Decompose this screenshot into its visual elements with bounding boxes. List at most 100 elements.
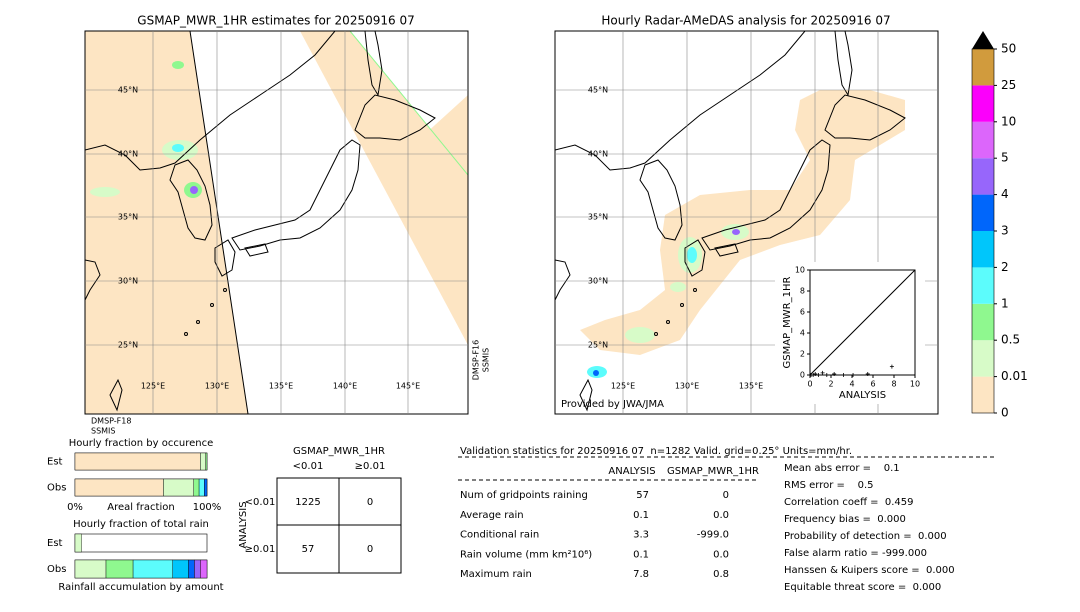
bar-segment: [105, 559, 134, 579]
row-label: ≥0.01: [245, 544, 276, 555]
colorbar-label: 50: [1001, 42, 1016, 56]
row-axis-label: ANALYSIS: [238, 501, 249, 548]
table-cell: 0: [367, 544, 373, 555]
stat-value: 0.0: [713, 510, 729, 521]
column-header: GSMAP_MWR_1HR: [667, 466, 759, 477]
score: False alarm ratio = -999.000: [784, 548, 927, 559]
lat-label: 30°N: [588, 277, 608, 286]
table-cell: 57: [302, 544, 315, 555]
bar-segment: [205, 452, 208, 471]
bar-segment: [132, 559, 173, 579]
stat-label: Conditional rain: [460, 530, 539, 541]
left-map: [85, 31, 468, 414]
col-label: ≥0.01: [355, 461, 386, 472]
colorbar-segment: [972, 231, 994, 268]
stat-label: Average rain: [460, 510, 524, 521]
lon-label: 130°E: [675, 382, 699, 391]
bar-segment: [74, 478, 164, 497]
score: RMS error = 0.5: [784, 480, 874, 491]
colorbar-segment: [972, 158, 994, 195]
table-cell: 0: [367, 497, 373, 508]
score: Mean abs error = 0.1: [784, 463, 900, 474]
scatter-point: [832, 371, 837, 376]
map-grid: [555, 31, 938, 414]
x-tick-label: 0: [807, 380, 812, 389]
chart-title: Hourly fraction by occurence: [69, 438, 213, 449]
x-tick-label: 100%: [193, 502, 222, 513]
satellite-label: SSMIS: [482, 348, 491, 373]
lat-label: 40°N: [118, 150, 138, 159]
colorbar-segment: [972, 121, 994, 159]
lon-label: 145°E: [396, 382, 420, 391]
lat-label: 25°N: [118, 341, 138, 350]
stat-label: Rain volume (mm km²10⁶): [460, 549, 592, 560]
scatter-point: [865, 371, 870, 376]
colorbar-label: 3: [1001, 224, 1009, 238]
validation-header: Validation statistics for 20250916 07 n=…: [460, 446, 852, 457]
scatter-point: [813, 371, 818, 376]
stat-value: 0: [723, 490, 729, 501]
stat-value: 3.3: [633, 530, 649, 541]
score: Probability of detection = 0.000: [784, 531, 947, 542]
y-tick-label: 4: [800, 329, 805, 338]
colorbar-segment: [972, 303, 994, 341]
table-title: GSMAP_MWR_1HR: [293, 446, 385, 457]
table-cell: 1225: [295, 497, 320, 508]
lat-label: 25°N: [588, 341, 608, 350]
colorbar-label: 5: [1001, 151, 1009, 165]
credit: Provided by JWA/JMA: [561, 399, 664, 410]
bar-segment: [74, 452, 201, 471]
bar-segment: [198, 478, 205, 497]
colorbar-label: 0.01: [1001, 369, 1028, 383]
x-tick-label: 0%: [67, 502, 83, 513]
scatter-point: [824, 373, 829, 377]
stat-label: Maximum rain: [460, 569, 532, 580]
diagonal: [809, 269, 916, 376]
row-label: Obs: [47, 564, 66, 575]
col-label: <0.01: [293, 461, 324, 472]
scatter-point: [811, 373, 816, 377]
colorbar-label: 10: [1001, 114, 1016, 128]
x-tick-label: 8: [891, 380, 896, 389]
row-label: Est: [47, 538, 63, 549]
y-tick-label: 6: [800, 308, 805, 317]
x-axis-label: Areal fraction: [107, 502, 174, 513]
chart-title: Hourly fraction of total rain: [73, 519, 209, 530]
colorbar-label: 25: [1001, 78, 1016, 92]
score: Frequency bias = 0.000: [784, 514, 906, 525]
left-map-title: GSMAP_MWR_1HR estimates for 20250916 07: [137, 14, 414, 28]
stat-label: Num of gridpoints raining: [460, 490, 588, 501]
stat-value: 0.1: [633, 510, 649, 521]
right-map-title: Hourly Radar-AMeDAS analysis for 2025091…: [601, 14, 890, 28]
bar-segment: [163, 478, 195, 497]
scatter-point: [820, 370, 825, 375]
stat-value: -999.0: [697, 530, 729, 541]
y-tick-label: 2: [800, 350, 805, 359]
colorbar-label: 1: [1001, 296, 1009, 310]
bar-segment: [200, 559, 208, 579]
x-tick-label: 10: [910, 380, 920, 389]
lon-label: 135°E: [269, 382, 293, 391]
bar-segment: [200, 452, 206, 471]
row-label: Obs: [47, 483, 66, 494]
column-header: ANALYSIS: [608, 466, 655, 477]
y-axis-label: GSMAP_MWR_1HR: [782, 277, 793, 369]
lat-label: 30°N: [118, 277, 138, 286]
satellite-label: SSMIS: [91, 427, 116, 436]
scatter-point: [851, 373, 856, 377]
lat-label: 45°N: [118, 86, 138, 95]
y-tick-label: 0: [800, 371, 805, 380]
bar-segment: [204, 478, 208, 497]
colorbar-segment: [972, 49, 994, 86]
satellite-label: DMSP-F16: [472, 340, 481, 380]
colorbar-label: 4: [1001, 187, 1009, 201]
x-tick-label: 6: [870, 380, 875, 389]
colorbar-segment: [972, 194, 994, 231]
bar-segment: [194, 559, 201, 579]
lat-label: 45°N: [588, 86, 608, 95]
row-label: <0.01: [245, 497, 276, 508]
lon-label: 125°E: [141, 382, 165, 391]
stat-value: 57: [636, 490, 649, 501]
lon-label: 125°E: [611, 382, 635, 391]
score: Hanssen & Kuipers score = 0.000: [784, 565, 955, 576]
